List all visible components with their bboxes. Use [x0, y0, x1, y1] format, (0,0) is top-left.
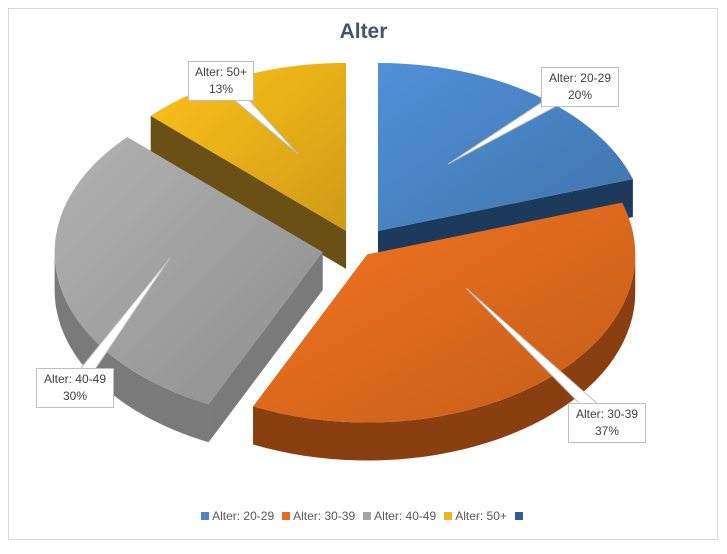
pie-slice-rim: [54, 252, 209, 443]
legend: Alter: 20-29 Alter: 30-39 Alter: 40-49 Alte…: [0, 509, 727, 523]
legend-item: Alter: 30-39: [282, 509, 355, 523]
legend-label: Alter: 30-39: [293, 509, 356, 523]
data-label-category: Alter: 20-29: [548, 71, 612, 85]
pie-slice-group: [150, 62, 347, 269]
pie-slice-group: [54, 137, 323, 443]
legend-label: Alter: 20-29: [212, 509, 275, 523]
pie-slice: [377, 62, 633, 231]
data-label-percent: 13%: [208, 82, 234, 96]
data-label: Alter: 40-49 30%: [36, 368, 114, 408]
data-label: Alter: 30-39 37%: [568, 403, 646, 443]
legend-swatch: [514, 512, 523, 520]
legend-label: Alter: 50+: [455, 509, 507, 523]
data-label-percent: 37%: [594, 424, 620, 438]
pie-slice-wall: [208, 252, 323, 443]
data-label-percent: 20%: [567, 88, 593, 102]
legend-swatch: [444, 512, 453, 520]
pie-slice-wall: [150, 115, 347, 269]
legend-swatch: [282, 512, 291, 520]
legend-item: Alter: 40-49: [363, 509, 436, 523]
data-label-category: Alter: 30-39: [575, 407, 639, 421]
pie-slice-rim: [253, 254, 636, 461]
legend-label: Alter: 40-49: [374, 509, 437, 523]
data-label: Alter: 20-29 20%: [541, 67, 619, 107]
pie-slice: [54, 137, 323, 405]
pie-slice-group: [253, 202, 636, 461]
legend-item: [514, 509, 526, 523]
pie-slice: [253, 202, 636, 423]
legend-swatch: [201, 512, 210, 520]
chart-title: Alter: [339, 20, 388, 43]
data-label-category: Alter: 50+: [195, 65, 247, 79]
legend-swatch: [363, 512, 372, 520]
data-label: Alter: 50+ 13%: [188, 61, 254, 101]
legend-item: Alter: 50+: [444, 509, 507, 523]
pie-slice: [150, 62, 347, 231]
data-label-category: Alter: 40-49: [43, 372, 107, 386]
legend-item: Alter: 20-29: [201, 509, 274, 523]
data-label-percent: 30%: [62, 389, 88, 403]
